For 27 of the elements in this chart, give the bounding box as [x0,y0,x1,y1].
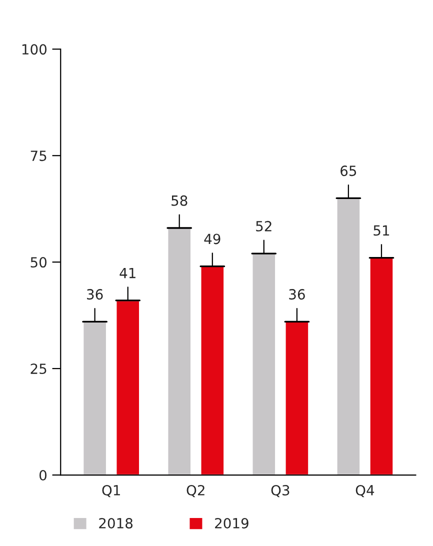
bar [166,227,192,476]
x-tick-label: Q1 [102,484,120,498]
data-label: 51 [374,225,390,236]
bar [200,266,225,476]
data-label: 49 [204,234,220,244]
data-label: 36 [87,289,103,300]
x-tick-label: Q4 [356,484,374,498]
data-label: 36 [289,289,305,300]
x-tick-label: Q3 [271,484,290,498]
data-label: 52 [256,220,272,232]
y-tick-label: 25 [30,364,46,374]
x-tick-label: Q2 [186,484,204,498]
y-tick-label: 0 [40,470,47,480]
data-label: 65 [340,166,356,176]
y-tick-label: 50 [30,257,47,268]
bar [251,252,276,476]
y-tick-label: 75 [30,150,46,162]
bar [82,321,108,476]
bar [284,321,310,476]
bar [336,198,361,476]
legend-label: 2019 [215,518,248,528]
legend-label: 2018 [99,518,133,528]
bar [368,257,394,476]
data-label: 58 [172,195,188,206]
bar [115,300,140,476]
data-label: 41 [120,268,136,278]
y-tick-label: 100 [22,44,47,55]
